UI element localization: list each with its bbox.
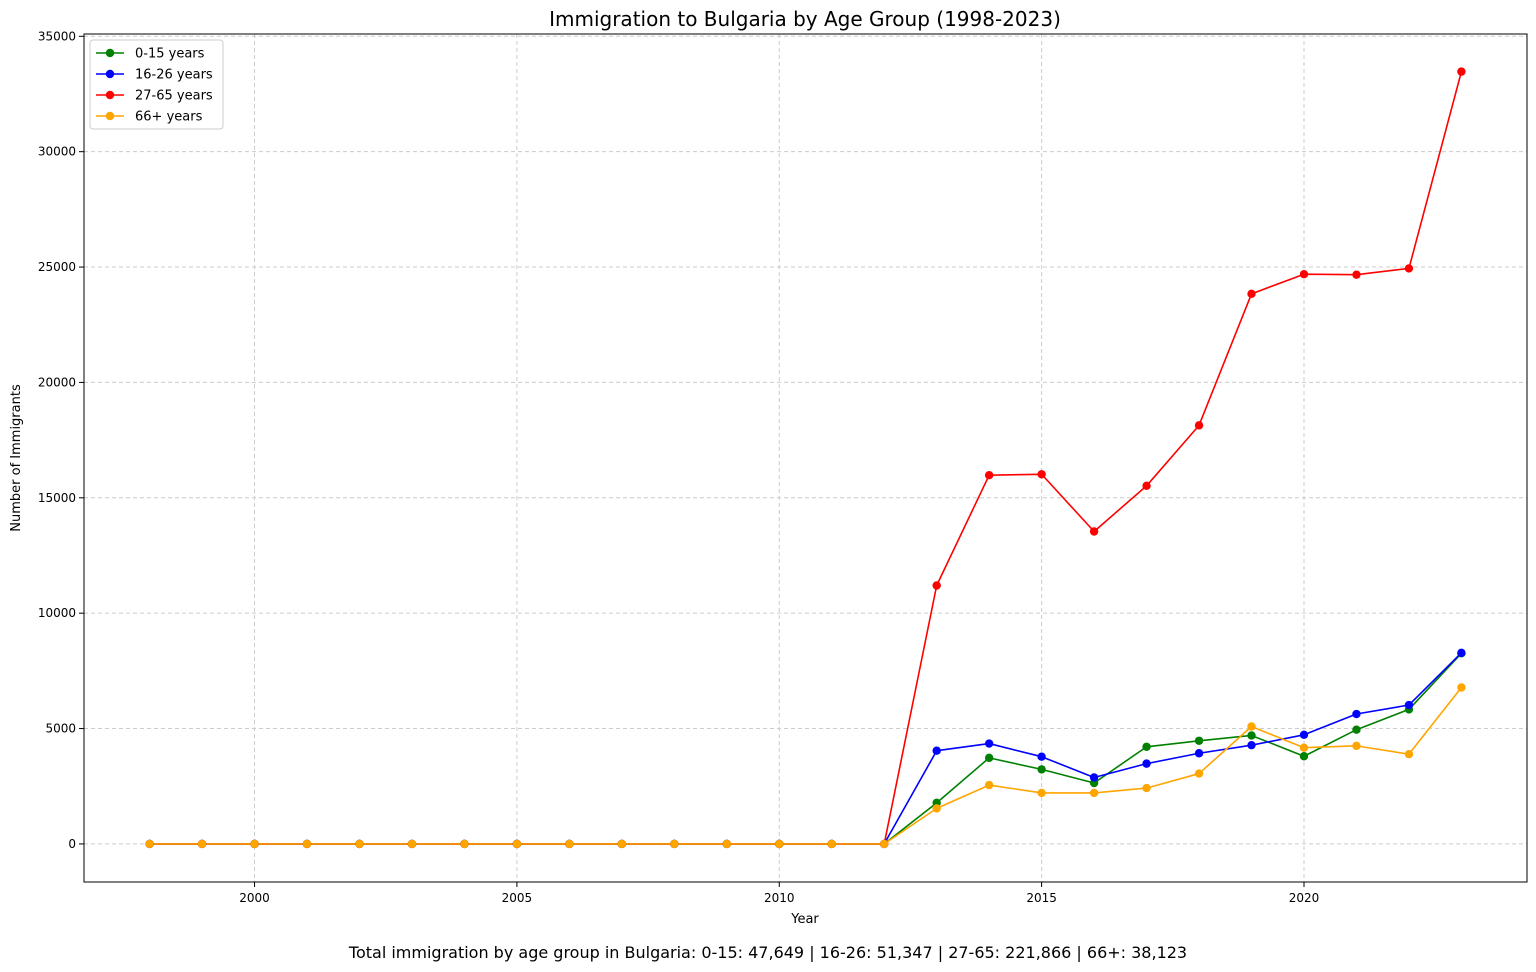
data-point bbox=[984, 470, 994, 480]
data-point bbox=[984, 780, 994, 790]
legend-entry-label: 27-65 years bbox=[135, 89, 213, 104]
data-point bbox=[1352, 270, 1361, 279]
data-point bbox=[1404, 700, 1414, 710]
y-tick-label: 20000 bbox=[38, 375, 76, 389]
gridlines bbox=[84, 34, 1527, 882]
y-axis-ticks: 0 5000 10000 15000 20000 25000 30000 35000 bbox=[38, 29, 84, 851]
data-point bbox=[1089, 773, 1099, 782]
legend-box bbox=[89, 39, 224, 130]
series-line-66-years bbox=[149, 686, 1463, 845]
series-line-0-15-years bbox=[149, 652, 1462, 845]
data-point bbox=[1247, 740, 1256, 750]
data-point bbox=[1247, 722, 1256, 731]
data-point bbox=[1194, 736, 1204, 745]
legend-swatch-marker bbox=[105, 48, 115, 58]
data-point bbox=[1352, 741, 1361, 751]
data-point bbox=[1089, 527, 1099, 536]
y-tick-label: 10000 bbox=[38, 606, 76, 620]
y-axis-label: Number of Immigrants bbox=[9, 384, 24, 532]
data-point bbox=[932, 746, 941, 755]
data-point bbox=[1142, 481, 1151, 491]
y-tick-label: 0 bbox=[68, 837, 76, 851]
data-point bbox=[1352, 725, 1361, 734]
data-point bbox=[1194, 769, 1204, 778]
legend-swatch-marker bbox=[105, 69, 115, 79]
data-point bbox=[1404, 749, 1414, 759]
y-tick-label: 5000 bbox=[45, 722, 76, 736]
data-point bbox=[1142, 759, 1151, 768]
data-point bbox=[1352, 709, 1361, 719]
legend-entry-label: 66+ years bbox=[135, 110, 203, 125]
data-point bbox=[1457, 683, 1466, 692]
data-point bbox=[775, 839, 784, 849]
legend-swatch-marker bbox=[105, 90, 115, 100]
legend: 0-15 years 16-26 years 27-65 years 66+ year… bbox=[89, 39, 224, 130]
data-point bbox=[1142, 783, 1151, 793]
data-point bbox=[1247, 731, 1256, 740]
data-point bbox=[1299, 743, 1309, 752]
data-point bbox=[1037, 470, 1046, 479]
data-point bbox=[1194, 749, 1204, 758]
data-point bbox=[670, 839, 679, 849]
data-point bbox=[984, 753, 994, 763]
plot-area-frame bbox=[83, 33, 1528, 883]
data-point bbox=[1247, 289, 1256, 299]
data-point bbox=[1037, 752, 1046, 761]
data-point bbox=[932, 581, 941, 590]
y-tick-label: 15000 bbox=[38, 491, 76, 505]
data-point bbox=[1457, 648, 1466, 658]
x-axis-ticks: 2000 2005 2010 2015 2020 bbox=[239, 882, 1319, 905]
data-point bbox=[197, 839, 207, 849]
series-line-16-26-years bbox=[149, 652, 1462, 845]
data-point bbox=[984, 739, 994, 748]
footer-annotation: Total immigration by age group in Bulgar… bbox=[348, 943, 1187, 962]
legend-entry-label: 0-15 years bbox=[135, 47, 205, 62]
data-point bbox=[565, 839, 574, 849]
legend-entry-label: 16-26 years bbox=[135, 68, 213, 83]
data-point bbox=[932, 804, 941, 813]
data-point bbox=[1089, 788, 1099, 798]
data-point bbox=[617, 839, 627, 849]
data-point bbox=[512, 839, 522, 849]
data-point bbox=[1299, 270, 1309, 279]
y-tick-label: 25000 bbox=[38, 260, 76, 274]
data-point bbox=[1457, 67, 1466, 76]
data-point bbox=[1404, 264, 1414, 273]
data-point bbox=[407, 839, 417, 849]
series-lines bbox=[149, 71, 1463, 845]
data-point bbox=[145, 839, 154, 849]
series-points bbox=[145, 67, 1466, 849]
data-point bbox=[827, 839, 836, 849]
chart-title: Immigration to Bulgaria by Age Group (19… bbox=[549, 7, 1061, 31]
data-point bbox=[1299, 752, 1309, 761]
data-point bbox=[1142, 742, 1151, 751]
data-point bbox=[302, 839, 312, 849]
data-point bbox=[355, 839, 364, 849]
x-axis-label: Year bbox=[790, 912, 819, 927]
x-tick-label: 2020 bbox=[1289, 891, 1320, 905]
x-tick-label: 2005 bbox=[502, 891, 533, 905]
y-tick-label: 35000 bbox=[38, 29, 76, 43]
x-tick-label: 2000 bbox=[239, 891, 270, 905]
data-point bbox=[1037, 788, 1046, 798]
x-tick-label: 2010 bbox=[764, 891, 795, 905]
data-point bbox=[250, 839, 259, 849]
data-point bbox=[1194, 421, 1204, 430]
legend-swatch-marker bbox=[105, 111, 115, 121]
data-point bbox=[1037, 765, 1046, 774]
x-tick-label: 2015 bbox=[1026, 891, 1057, 905]
data-point bbox=[880, 839, 889, 849]
data-point bbox=[722, 839, 731, 849]
data-point bbox=[1299, 730, 1309, 739]
y-tick-label: 30000 bbox=[38, 145, 76, 159]
data-point bbox=[460, 839, 469, 849]
